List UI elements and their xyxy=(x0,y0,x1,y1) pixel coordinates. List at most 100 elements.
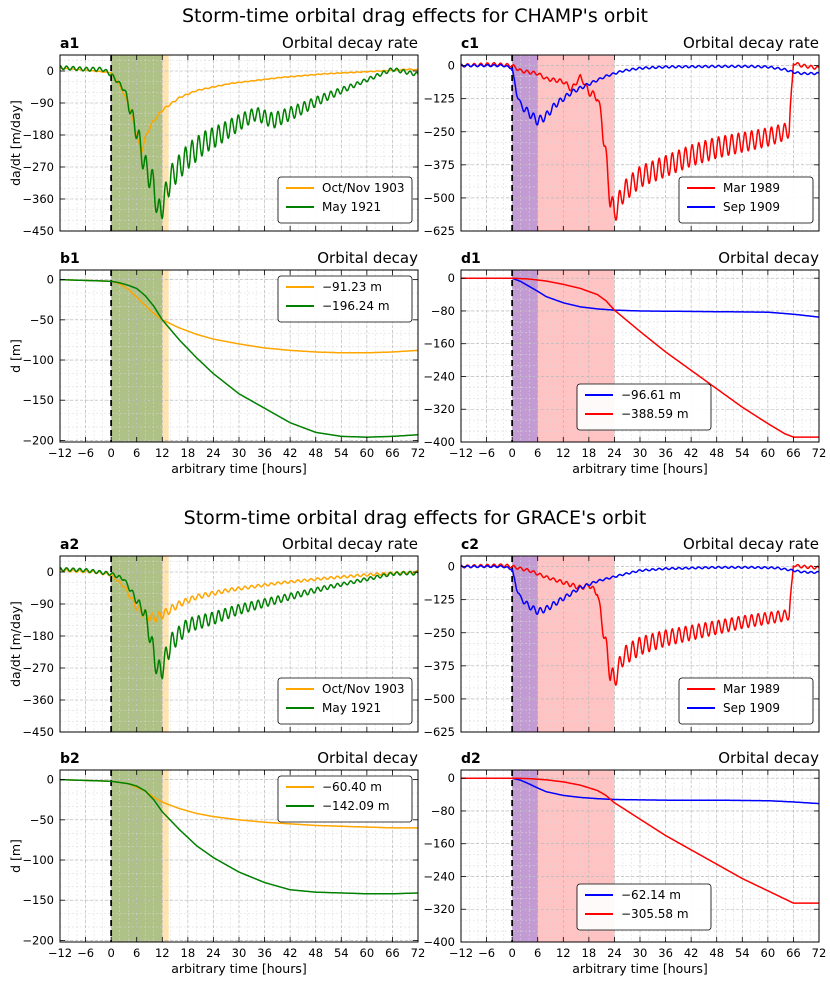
series-line-d1-0 xyxy=(461,277,819,318)
series-line-a2-0 xyxy=(60,568,418,623)
y-tick-label: −50 xyxy=(30,813,54,827)
x-tick-label: −12 xyxy=(449,946,473,960)
x-axis-label: arbitrary time [hours] xyxy=(171,961,307,976)
panel-c1: 0 −125 −250 −375 −500 −625 c1 Orbital decay rat… xyxy=(423,34,820,238)
y-tick-label: −625 xyxy=(423,224,455,238)
x-tick-label: 36 xyxy=(257,946,272,960)
bottom-figure-title: Storm-time orbital drag effects for GRAC… xyxy=(184,507,647,529)
y-tick-label: −500 xyxy=(423,692,455,706)
x-tick-label: 60 xyxy=(761,446,776,460)
x-tick-label: 30 xyxy=(232,446,247,460)
x-tick-label: 60 xyxy=(761,946,776,960)
y-tick-label: −400 xyxy=(423,435,455,449)
y-tick-label: −400 xyxy=(423,935,455,949)
y-tick-label: 0 xyxy=(448,771,455,785)
x-tick-label: 30 xyxy=(633,446,648,460)
y-tick-label: −150 xyxy=(22,393,54,407)
y-tick-label: −375 xyxy=(423,158,455,172)
x-tick-label: 0 xyxy=(107,446,114,460)
top-figure-title: Storm-time orbital drag effects for CHAM… xyxy=(182,5,648,27)
y-tick-label: −320 xyxy=(423,402,455,416)
panel-label: a1 xyxy=(60,36,79,52)
panel-a1: 0 −90 −180 −270 −360 −450 a1 Orbital decay rate… xyxy=(8,34,419,238)
x-tick-label: 66 xyxy=(786,446,801,460)
panel-title: Orbital decay xyxy=(317,749,418,767)
y-tick-label: −360 xyxy=(22,693,54,707)
x-axis-label: arbitrary time [hours] xyxy=(171,461,307,476)
y-tick-label: −360 xyxy=(22,192,54,206)
shaded-interval xyxy=(512,270,538,442)
x-tick-label: 42 xyxy=(684,446,699,460)
panel-d2: 0 −80 −160 −240 −320 −400−12 −6 0 6 12 18 24 30 36 42 4… xyxy=(423,749,826,976)
x-tick-label: 36 xyxy=(658,446,673,460)
y-tick-label: 0 xyxy=(448,560,455,574)
y-tick-label: −500 xyxy=(423,191,455,205)
panel-title: Orbital decay rate xyxy=(282,34,418,52)
x-tick-label: 48 xyxy=(709,946,724,960)
x-tick-label: 72 xyxy=(812,446,827,460)
x-tick-label: 60 xyxy=(360,446,375,460)
legend-label: Mar 1989 xyxy=(723,682,780,696)
x-tick-label: 24 xyxy=(607,446,622,460)
shaded-interval xyxy=(162,55,169,231)
x-tick-label: 0 xyxy=(107,946,114,960)
x-tick-label: 24 xyxy=(206,946,221,960)
x-tick-label: 54 xyxy=(334,446,349,460)
x-tick-label: −12 xyxy=(48,446,72,460)
x-tick-label: 42 xyxy=(283,446,298,460)
x-tick-label: −12 xyxy=(48,946,72,960)
y-tick-label: 0 xyxy=(47,773,54,787)
x-tick-label: 66 xyxy=(385,946,400,960)
y-axis-label: d [m] xyxy=(8,839,23,873)
x-tick-label: −12 xyxy=(449,446,473,460)
x-axis-label: arbitrary time [hours] xyxy=(572,961,708,976)
panel-label: b1 xyxy=(60,251,80,267)
shaded-interval xyxy=(512,770,538,942)
shaded-interval xyxy=(162,770,169,942)
x-tick-label: 6 xyxy=(133,446,140,460)
x-tick-label: 60 xyxy=(360,946,375,960)
x-tick-label: 6 xyxy=(534,946,541,960)
y-axis-label: da/dt [m/day] xyxy=(8,601,23,687)
x-tick-label: 18 xyxy=(582,446,597,460)
y-tick-label: −80 xyxy=(431,804,455,818)
y-tick-label: −240 xyxy=(423,869,455,883)
panel-label: c1 xyxy=(461,36,479,52)
y-tick-label: −100 xyxy=(22,353,54,367)
legend: −96.61 m −388.59 m xyxy=(576,383,712,431)
x-tick-label: 48 xyxy=(709,446,724,460)
legend-label: May 1921 xyxy=(322,701,381,715)
y-tick-label: −270 xyxy=(22,661,54,675)
legend-label: −91.23 m xyxy=(322,280,382,294)
legend: −60.40 m −142.09 m xyxy=(277,775,413,823)
y-tick-label: 0 xyxy=(47,565,54,579)
y-axis-label: d [m] xyxy=(8,339,23,373)
series-line-d2-0 xyxy=(461,777,819,805)
y-tick-label: −125 xyxy=(423,593,455,607)
shaded-interval xyxy=(162,270,169,442)
y-tick-label: −450 xyxy=(22,224,54,238)
legend: Oct/Nov 1903 May 1921 xyxy=(277,677,413,725)
panel-title: Orbital decay xyxy=(718,749,819,767)
legend: Oct/Nov 1903 May 1921 xyxy=(277,176,413,224)
panel-b2: 0 −50 −100 −150 −200−12 −6 0 6 12 18 24 30 36 42 48 54 6… xyxy=(8,749,425,976)
y-tick-label: −250 xyxy=(423,626,455,640)
panel-title: Orbital decay rate xyxy=(683,535,819,553)
x-axis-label: arbitrary time [hours] xyxy=(572,461,708,476)
series-line-b1-1 xyxy=(60,278,418,438)
panel-c2: 0 −125 −250 −375 −500 −625 c2 Orbital decay rat… xyxy=(423,535,820,739)
y-tick-label: −240 xyxy=(423,369,455,383)
series-line-c2-0 xyxy=(461,563,819,686)
x-tick-label: 18 xyxy=(181,946,196,960)
shaded-interval xyxy=(162,556,169,732)
series-line-b2-1 xyxy=(60,778,418,895)
y-tick-label: 0 xyxy=(47,273,54,287)
x-tick-label: 54 xyxy=(735,946,750,960)
y-tick-label: −250 xyxy=(423,125,455,139)
panel-title: Orbital decay rate xyxy=(282,535,418,553)
x-tick-label: 66 xyxy=(385,446,400,460)
x-tick-label: 6 xyxy=(534,446,541,460)
legend-label: −96.61 m xyxy=(621,388,681,402)
x-tick-label: 6 xyxy=(133,946,140,960)
